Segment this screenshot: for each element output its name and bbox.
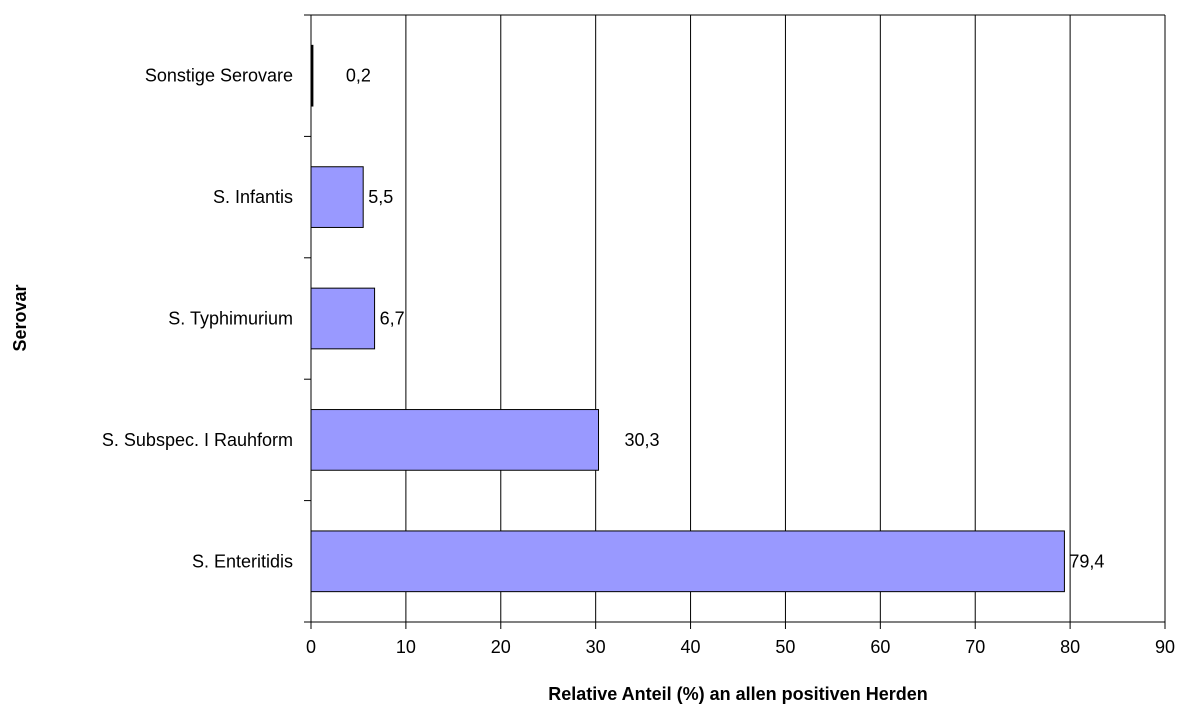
bar — [311, 288, 375, 349]
y-category-label: Sonstige Serovare — [145, 66, 293, 86]
y-axis-title: Serovar — [10, 284, 30, 351]
data-label: 30,3 — [625, 430, 660, 450]
x-tick-label: 30 — [586, 637, 606, 657]
x-tick-label: 90 — [1155, 637, 1175, 657]
y-category-label: S. Subspec. I Rauhform — [102, 430, 293, 450]
y-category-label: S. Infantis — [213, 187, 293, 207]
y-category-label: S. Enteritidis — [192, 551, 293, 571]
x-axis-title: Relative Anteil (%) an allen positiven H… — [548, 684, 927, 704]
x-tick-label: 20 — [491, 637, 511, 657]
data-label: 5,5 — [368, 187, 393, 207]
data-label: 79,4 — [1069, 551, 1104, 571]
x-tick-label: 80 — [1060, 637, 1080, 657]
x-tick-label: 0 — [306, 637, 316, 657]
bar — [311, 531, 1064, 592]
y-category-label: S. Typhimurium — [168, 309, 293, 329]
bar — [311, 410, 599, 471]
x-tick-label: 60 — [870, 637, 890, 657]
x-tick-label: 50 — [775, 637, 795, 657]
data-label: 6,7 — [380, 309, 405, 329]
x-tick-label: 70 — [965, 637, 985, 657]
x-tick-label: 10 — [396, 637, 416, 657]
x-tick-label: 40 — [681, 637, 701, 657]
data-label: 0,2 — [346, 66, 371, 86]
bar — [311, 167, 363, 228]
